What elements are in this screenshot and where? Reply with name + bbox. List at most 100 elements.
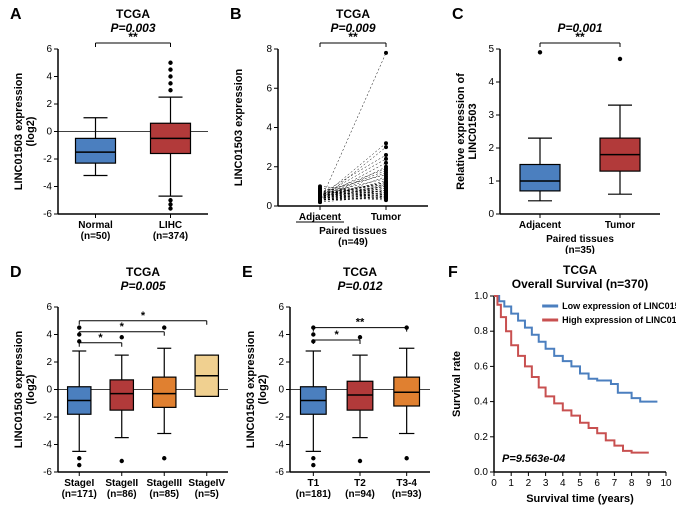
- svg-text:3: 3: [543, 478, 549, 489]
- chart-C: 012345Relative expression ofLINC01503P=0…: [450, 4, 670, 254]
- svg-text:TCGA: TCGA: [336, 7, 370, 21]
- svg-text:0: 0: [46, 385, 52, 396]
- svg-text:LINC01503 expression(log2): LINC01503 expression(log2): [13, 331, 37, 449]
- svg-text:10: 10: [660, 478, 672, 489]
- svg-text:0.8: 0.8: [474, 326, 488, 337]
- svg-text:3: 3: [488, 110, 494, 121]
- svg-text:7: 7: [612, 478, 618, 489]
- svg-text:4: 4: [278, 330, 284, 341]
- panel-B: 02468LINC01503 expressionTCGAP=0.009Adja…: [228, 4, 438, 254]
- svg-text:8: 8: [266, 44, 272, 55]
- svg-text:LINC01503 expression: LINC01503 expression: [233, 69, 245, 187]
- svg-text:LINC01503 expression(log2): LINC01503 expression(log2): [13, 73, 37, 191]
- svg-text:2: 2: [488, 143, 494, 154]
- chart-F: 0.00.20.40.60.81.0012345678910Survival r…: [446, 262, 676, 512]
- svg-text:P=9.563e-04: P=9.563e-04: [502, 453, 565, 465]
- svg-text:6: 6: [46, 44, 52, 55]
- svg-text:TCGA: TCGA: [126, 265, 160, 279]
- svg-text:2: 2: [46, 357, 52, 368]
- svg-text:**: **: [348, 30, 358, 44]
- svg-text:-4: -4: [43, 440, 52, 451]
- svg-text:**: **: [128, 30, 138, 44]
- svg-text:Normal(n=50): Normal(n=50): [78, 220, 113, 242]
- svg-text:**: **: [356, 317, 365, 329]
- svg-text:TCGA: TCGA: [343, 265, 377, 279]
- svg-text:4: 4: [560, 478, 566, 489]
- svg-text:0: 0: [488, 209, 494, 220]
- panel-C: 012345Relative expression ofLINC01503P=0…: [450, 4, 670, 254]
- svg-text:1: 1: [508, 478, 514, 489]
- svg-text:Overall Survival (n=370): Overall Survival (n=370): [512, 277, 648, 291]
- svg-text:2: 2: [278, 357, 284, 368]
- svg-text:Tumor: Tumor: [605, 220, 635, 231]
- svg-text:4: 4: [46, 72, 52, 83]
- svg-text:Paired tissues(n=35): Paired tissues(n=35): [546, 234, 614, 254]
- svg-text:-6: -6: [275, 467, 284, 478]
- svg-text:-2: -2: [43, 154, 52, 165]
- chart-D: -6 -4 -2 0 2 4 6 LINC01503 expression(log2) TCGA…: [8, 262, 238, 512]
- panel-label-C: C: [452, 6, 464, 24]
- svg-text:1.0: 1.0: [474, 291, 488, 302]
- svg-text:Low expression of LINC01503: Low expression of LINC01503: [562, 301, 676, 311]
- svg-text:T1(n=181): T1(n=181): [296, 478, 331, 500]
- svg-text:6: 6: [266, 83, 272, 94]
- svg-text:Survival time (years): Survival time (years): [526, 493, 634, 505]
- chart-E: -6 -4 -2 0 2 4 6 LINC01503 expression(log2) TCGA…: [240, 262, 440, 512]
- svg-text:-6: -6: [43, 209, 52, 220]
- svg-text:Relative expression ofLINC0150: Relative expression ofLINC01503: [455, 73, 479, 190]
- svg-text:4: 4: [266, 123, 272, 134]
- svg-text:*: *: [141, 310, 146, 322]
- svg-text:5: 5: [488, 44, 494, 55]
- svg-text:2: 2: [46, 99, 52, 110]
- panel-label-F: F: [448, 264, 458, 282]
- svg-text:Survival rate: Survival rate: [451, 351, 463, 417]
- panel-D: -6 -4 -2 0 2 4 6 LINC01503 expression(log2) TCGA…: [8, 262, 238, 512]
- svg-text:6: 6: [46, 302, 52, 313]
- svg-text:LIHC(n=374): LIHC(n=374): [153, 220, 188, 242]
- svg-text:-2: -2: [275, 412, 284, 423]
- svg-text:*: *: [98, 332, 103, 344]
- svg-text:4: 4: [488, 77, 494, 88]
- svg-text:9: 9: [646, 478, 652, 489]
- svg-text:6: 6: [594, 478, 600, 489]
- svg-text:High expression of LINC01503: High expression of LINC01503: [562, 315, 676, 325]
- svg-text:8: 8: [629, 478, 635, 489]
- svg-text:-4: -4: [43, 182, 52, 193]
- svg-text:-2: -2: [43, 412, 52, 423]
- svg-text:0: 0: [491, 478, 497, 489]
- svg-text:0.4: 0.4: [474, 397, 488, 408]
- svg-text:*: *: [120, 321, 125, 333]
- svg-text:P=0.005: P=0.005: [120, 279, 165, 293]
- svg-text:0.6: 0.6: [474, 361, 488, 372]
- svg-text:Tumor: Tumor: [371, 212, 401, 223]
- svg-text:6: 6: [278, 302, 284, 313]
- svg-text:-4: -4: [275, 440, 284, 451]
- panel-label-E: E: [242, 264, 253, 282]
- svg-text:-6: -6: [43, 467, 52, 478]
- chart-A: -6 -4 -2 0 2 4 6 LINC01503 expression(log2) TCGA…: [8, 4, 218, 254]
- svg-text:0: 0: [46, 127, 52, 138]
- svg-text:TCGA: TCGA: [116, 7, 150, 21]
- svg-text:4: 4: [46, 330, 52, 341]
- panel-A: -6 -4 -2 0 2 4 6 LINC01503 expression(log2) TCGA…: [8, 4, 218, 254]
- svg-text:2: 2: [526, 478, 532, 489]
- svg-text:StageII(n=86): StageII(n=86): [105, 478, 138, 500]
- svg-text:StageIII(n=85): StageIII(n=85): [146, 478, 182, 500]
- svg-text:Paired tissues(n=49): Paired tissues(n=49): [319, 226, 387, 248]
- svg-text:1: 1: [488, 176, 494, 187]
- panel-label-A: A: [10, 6, 22, 24]
- svg-text:LINC01503 expression(log2): LINC01503 expression(log2): [245, 331, 269, 449]
- panel-F: 0.00.20.40.60.81.0012345678910Survival r…: [446, 262, 676, 512]
- svg-text:2: 2: [266, 162, 272, 173]
- svg-text:Adjacent: Adjacent: [519, 220, 562, 231]
- svg-text:StageI(n=171): StageI(n=171): [62, 478, 97, 500]
- panel-label-D: D: [10, 264, 22, 282]
- svg-text:0: 0: [278, 385, 284, 396]
- svg-text:Adjacent: Adjacent: [299, 212, 342, 223]
- svg-text:TCGA: TCGA: [563, 263, 597, 277]
- chart-B: 02468LINC01503 expressionTCGAP=0.009Adja…: [228, 4, 438, 254]
- svg-text:0.0: 0.0: [474, 467, 488, 478]
- svg-text:0.2: 0.2: [474, 432, 488, 443]
- svg-text:**: **: [575, 30, 585, 44]
- svg-text:*: *: [335, 329, 340, 341]
